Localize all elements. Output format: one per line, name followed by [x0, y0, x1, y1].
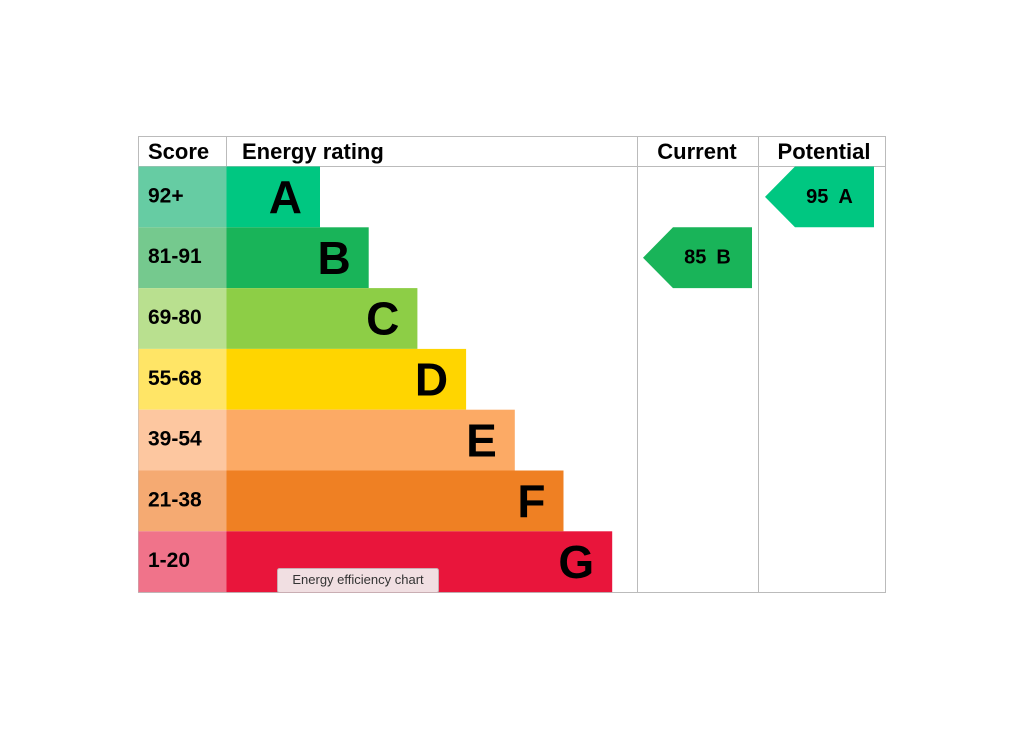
rating-letter: A — [269, 171, 302, 223]
score-cell — [138, 409, 227, 471]
rating-bar — [226, 288, 418, 349]
rating-letter: D — [415, 353, 448, 405]
tooltip-box — [277, 568, 439, 593]
score-cell — [138, 288, 227, 349]
current-value: 85 — [684, 247, 706, 269]
score-label: 92+ — [148, 184, 184, 207]
rating-bar — [226, 470, 564, 532]
score-cell — [138, 348, 227, 410]
score-label: 69-80 — [148, 306, 202, 329]
score-cell — [138, 531, 227, 593]
score-cell — [138, 166, 227, 228]
rating-bar — [226, 348, 467, 410]
header-rating: Energy rating — [242, 139, 384, 164]
score-label: 39-54 — [148, 428, 202, 451]
current-letter: B — [716, 247, 730, 269]
score-label: 55-68 — [148, 367, 202, 390]
potential-value: 95 — [806, 186, 828, 208]
current-arrow — [643, 227, 752, 289]
rating-letter: C — [366, 293, 399, 345]
score-cell — [138, 227, 227, 289]
score-label: 21-38 — [148, 488, 202, 511]
header-score: Score — [148, 139, 209, 164]
rating-letter: E — [466, 414, 497, 466]
rating-letter: B — [317, 232, 350, 284]
potential-letter: A — [838, 186, 852, 208]
tooltip-text: Energy efficiency chart — [292, 572, 424, 587]
header-current: Current — [657, 139, 737, 164]
header-potential: Potential — [778, 139, 871, 164]
rating-bar — [226, 166, 320, 228]
rating-bar — [226, 227, 369, 289]
rating-bar — [226, 409, 515, 471]
rating-letter: G — [558, 536, 594, 588]
current-label: 85 B — [684, 247, 731, 269]
potential-arrow — [765, 166, 874, 228]
score-label: 81-91 — [148, 245, 202, 268]
score-cell — [138, 470, 227, 532]
score-label: 1-20 — [148, 549, 190, 572]
potential-label: 95 A — [806, 186, 853, 208]
rating-letter: F — [517, 475, 545, 527]
